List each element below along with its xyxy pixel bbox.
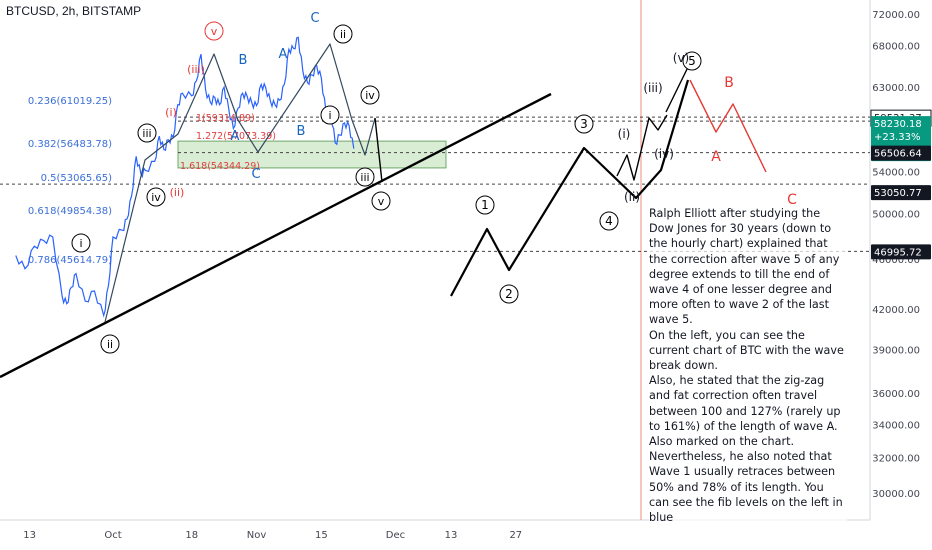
price-tag-4-bg xyxy=(871,185,931,201)
wave-label-1: 1 xyxy=(481,198,489,212)
price-tag-2: 58230.18 xyxy=(874,119,922,130)
price-axis-bg xyxy=(870,0,932,550)
wave-label-proj-c: C xyxy=(787,192,797,208)
wave-label-c1: C xyxy=(310,11,319,26)
price-tag-5: 46995.72 xyxy=(874,247,922,258)
extension-label: 1.618(54344.29) xyxy=(180,161,260,172)
projection-abc xyxy=(689,79,767,173)
annotation-text: Ralph Elliott after studying the Dow Jon… xyxy=(649,206,847,526)
time-tick-label: Dec xyxy=(386,530,405,541)
price-tick-label: 68000.00 xyxy=(872,41,920,52)
price-tag-3: 56506.64 xyxy=(874,149,922,160)
wave-label-v-top: v xyxy=(211,25,218,38)
extension-label: 1.272(57073.39) xyxy=(196,131,276,142)
time-tick-label: 13 xyxy=(445,530,458,541)
wave-label-3-ring xyxy=(574,114,594,134)
projection-impulse xyxy=(450,79,690,297)
wave-label-iv-ring xyxy=(146,187,166,207)
wave-label-proj-i: (i) xyxy=(618,127,631,141)
price-tag-5-bg xyxy=(871,244,931,260)
symbol-title: BTCUSD, 2h, BITSTAMP xyxy=(6,4,142,18)
wave-label-iii-low: iii xyxy=(360,171,369,184)
wave-label-iv-top-ring xyxy=(360,85,380,105)
wave-label-a1: A xyxy=(279,47,288,62)
wave-label-i-mid-ring xyxy=(320,105,340,125)
wave-label-paren-i: (i) xyxy=(165,106,177,119)
wave-label-4: 4 xyxy=(605,214,613,228)
wave-label-5-ring xyxy=(682,51,702,71)
wave-label-1-ring xyxy=(475,195,495,215)
wave-label-proj-a: A xyxy=(711,149,721,165)
wave-label-c2: C xyxy=(251,167,260,182)
wave-label-a2: A xyxy=(231,129,240,144)
wave-label-iii-ring xyxy=(137,123,157,143)
impulse-wave-overlay xyxy=(104,43,376,323)
price-tag-4: 53050.77 xyxy=(874,188,922,199)
wave-label-paren-ii: (ii) xyxy=(170,186,185,199)
price-tick-label: 34000.00 xyxy=(872,421,920,432)
wave-label-ii-top-ring xyxy=(333,24,353,44)
price-tick-label: 39000.00 xyxy=(872,345,920,356)
wave-label-i-ring xyxy=(71,233,91,253)
wave-label-proj-iii: (iii) xyxy=(643,81,662,95)
price-tag-2: +23.33% xyxy=(874,132,921,143)
fib-level-label: 0.5(53065.65) xyxy=(41,173,113,184)
wave-label-v-top-ring xyxy=(204,21,224,41)
wave-label-proj-b: B xyxy=(724,75,734,91)
price-tick-label: 30000.00 xyxy=(872,489,920,500)
wave-label-iii-low-ring xyxy=(355,167,375,187)
time-tick-label: 27 xyxy=(509,530,522,541)
price-tick-label: 42000.00 xyxy=(872,305,920,316)
wave-label-5: 5 xyxy=(688,54,696,68)
wave-label-proj-ii: (ii) xyxy=(624,190,640,204)
wave-label-b2: B xyxy=(297,124,306,139)
price-tick-label: 72000.00 xyxy=(872,10,920,21)
wave-label-3: 3 xyxy=(580,117,588,131)
price-tick-label: 63000.00 xyxy=(872,83,920,94)
wave-label-proj-iv: (iv) xyxy=(654,147,674,161)
wave-label-4-ring xyxy=(599,211,619,231)
fib-level-label: 0.382(56483.78) xyxy=(28,139,112,150)
time-tick-label: 18 xyxy=(185,530,198,541)
price-tick-label: 54000.00 xyxy=(872,167,920,178)
wave-label-iv-top: iv xyxy=(365,89,375,102)
wave-label-ii: ii xyxy=(107,338,113,351)
correction-zone xyxy=(177,140,447,169)
wave-label-i: i xyxy=(79,237,82,250)
price-tick-label: 32000.00 xyxy=(872,454,920,465)
fib-level-label: 0.618(49854.38) xyxy=(28,206,112,217)
wave-label-ii-top: ii xyxy=(340,28,346,41)
wave-label-proj-v: (v) xyxy=(673,51,689,65)
price-tick-label: 46000.00 xyxy=(872,255,920,266)
projection-subwaves xyxy=(616,114,668,181)
wave-label-ii-ring xyxy=(100,334,120,354)
trend-line xyxy=(0,92,552,379)
time-tick-label: 15 xyxy=(315,530,328,541)
wave-label-v-low: v xyxy=(378,195,385,208)
fib-level-label: 0.236(61019.25) xyxy=(28,96,112,107)
wave-label-paren-iii: (iii) xyxy=(187,63,205,76)
wave-v-drop xyxy=(374,117,383,183)
extension-label: 1(59314.89) xyxy=(196,113,255,124)
price-tick-label: 36000.00 xyxy=(872,389,920,400)
projection-top xyxy=(665,62,691,113)
time-tick-label: Nov xyxy=(247,530,267,541)
wave-label-iii: iii xyxy=(142,127,151,140)
price-tick-label: 50000.00 xyxy=(872,210,920,221)
wave-label-iv: iv xyxy=(151,191,161,204)
wave-label-i-mid: i xyxy=(328,109,331,122)
fib-level-label: 0.786(45614.79) xyxy=(28,255,112,266)
time-tick-label: 13 xyxy=(23,530,36,541)
wave-label-v-low-ring xyxy=(371,191,391,211)
time-tick-label: Oct xyxy=(104,530,121,541)
wave-label-2: 2 xyxy=(505,287,513,301)
price-tag-3-bg xyxy=(871,145,931,161)
wave-label-2-ring xyxy=(499,284,519,304)
wave-label-b1: B xyxy=(239,53,248,68)
btc-price-line xyxy=(15,36,355,318)
